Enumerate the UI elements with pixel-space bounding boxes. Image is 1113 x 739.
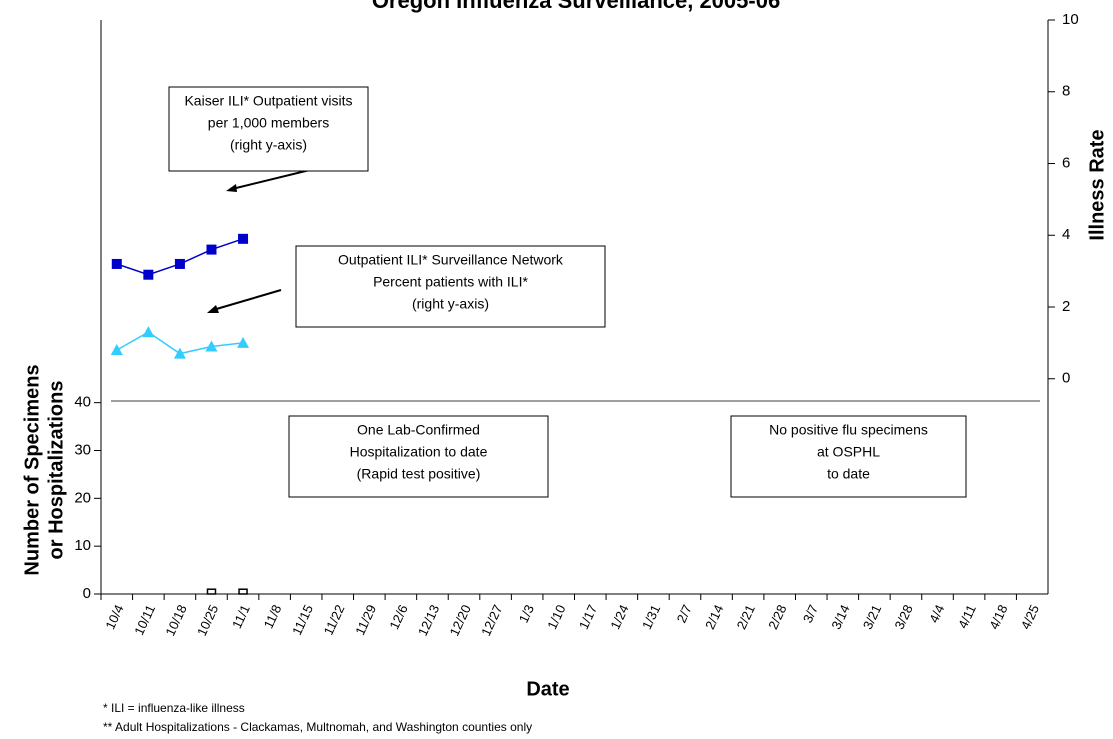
marker	[174, 258, 185, 269]
bar	[206, 588, 217, 595]
x-tick-label: 3/7	[800, 602, 821, 625]
y-tick-label: 10	[74, 537, 91, 554]
y2-tick-label: 10	[1062, 11, 1079, 28]
y-tick-label: 30	[74, 441, 91, 458]
annotation-text: One Lab-Confirmed	[357, 422, 480, 438]
x-tick-label: 12/27	[478, 602, 505, 638]
x-axis-title: Date	[526, 678, 569, 700]
footnote: * ILI = influenza-like illness	[103, 701, 245, 715]
x-tick-label: 12/6	[386, 602, 410, 631]
annotation-text: to date	[827, 466, 870, 482]
annotation-box	[295, 245, 606, 328]
x-tick-label: 3/14	[828, 602, 852, 631]
x-tick-label: 10/4	[102, 602, 126, 631]
annotation-text: per 1,000 members	[208, 115, 329, 131]
x-tick-label: 1/24	[607, 602, 631, 631]
x-tick-label: 1/17	[576, 602, 600, 631]
annotation-box	[730, 415, 967, 498]
footnote: ** Adult Hospitalizations - Clackamas, M…	[103, 720, 532, 734]
marker	[206, 244, 217, 255]
x-tick-label: 11/15	[289, 602, 316, 637]
annotation-text: Percent patients with ILI*	[373, 274, 528, 290]
marker	[111, 258, 122, 269]
x-tick-label: 1/31	[639, 602, 663, 631]
x-tick-label: 4/4	[926, 602, 947, 625]
x-tick-label: 2/14	[702, 602, 726, 631]
y2-tick-label: 0	[1062, 370, 1070, 387]
x-tick-label: 11/22	[321, 602, 348, 637]
x-tick-label: 12/13	[415, 602, 442, 638]
x-tick-label: 1/10	[544, 602, 568, 631]
y2-axis-title: Illness Rate	[1086, 129, 1108, 240]
y-axis-title: or Hospitalizations	[45, 381, 67, 560]
y2-tick-label: 8	[1062, 83, 1070, 100]
annotation-text: No positive flu specimens	[769, 422, 928, 438]
x-tick-label: 11/29	[352, 602, 379, 637]
x-tick-label: 10/18	[162, 602, 189, 638]
x-tick-label: 1/3	[516, 602, 537, 625]
annotation-text: Hospitalization to date	[350, 444, 488, 460]
arrow	[212, 289, 282, 311]
x-tick-label: 3/28	[891, 602, 915, 631]
y-axis-title: Number of Specimens	[21, 364, 43, 575]
annotation-text: (right y-axis)	[412, 296, 489, 312]
y2-tick-label: 2	[1062, 298, 1070, 315]
annotation-text: at OSPHL	[817, 444, 880, 460]
x-tick-label: 3/21	[860, 602, 884, 631]
y2-tick-label: 6	[1062, 154, 1070, 171]
annotation-text: (right y-axis)	[230, 137, 307, 153]
series-line	[116, 238, 244, 276]
x-tick-label: 4/25	[1018, 602, 1042, 631]
x-tick-label: 4/18	[986, 602, 1010, 631]
y-tick-label: 20	[74, 489, 91, 506]
annotation-box	[168, 86, 369, 172]
marker	[142, 326, 155, 338]
marker	[143, 269, 154, 280]
x-tick-label: 2/7	[674, 602, 695, 625]
x-tick-label: 10/11	[131, 602, 158, 637]
marker	[205, 340, 218, 352]
x-tick-label: 10/25	[194, 602, 221, 638]
y-tick-label: 40	[74, 394, 91, 411]
annotation-text: Outpatient ILI* Surveillance Network	[338, 252, 564, 268]
arrow-head	[226, 184, 237, 192]
annotation-box	[288, 415, 549, 498]
annotation-text: (Rapid test positive)	[357, 466, 481, 482]
marker	[173, 347, 186, 359]
x-tick-label: 2/28	[765, 602, 789, 631]
annotation-text: Kaiser ILI* Outpatient visits	[184, 93, 352, 109]
x-tick-label: 11/8	[261, 602, 285, 630]
chart-title: Oregon Influenza Surveillance, 2005-06	[372, 0, 780, 13]
bar	[238, 588, 248, 595]
y2-tick-label: 4	[1062, 226, 1070, 243]
x-tick-label: 2/21	[734, 602, 758, 631]
y-tick-label: 0	[83, 585, 91, 602]
marker	[238, 233, 249, 244]
marker	[237, 336, 250, 348]
x-tick-label: 11/1	[229, 602, 253, 630]
arrow-head	[207, 305, 219, 313]
x-tick-label: 4/11	[955, 602, 979, 630]
marker	[110, 344, 123, 356]
x-tick-label: 12/20	[447, 602, 474, 638]
